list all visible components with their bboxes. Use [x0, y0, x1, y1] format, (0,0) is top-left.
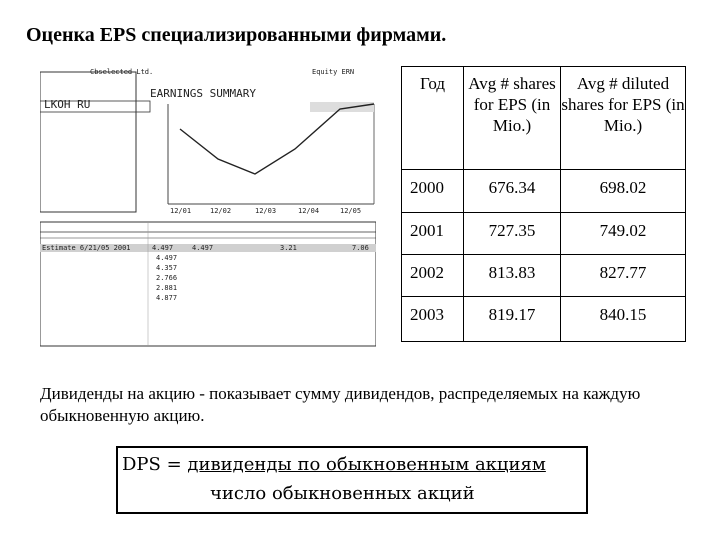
table-row: 2002 813.83 827.77	[401, 254, 686, 297]
cell-diluted: 698.02	[560, 169, 686, 213]
table-row: 2003 819.17 840.15	[401, 296, 686, 342]
screenshot-cell: 7.06	[352, 244, 369, 252]
cell-avg: 727.35	[463, 212, 561, 255]
table-row: 2001 727.35 749.02	[401, 212, 686, 255]
screenshot-subvalue: 4.357	[156, 264, 178, 272]
screenshot-cell: 3.21	[280, 244, 297, 252]
cell-year: 2002	[401, 254, 464, 297]
cell-avg: 819.17	[463, 296, 561, 342]
screenshot-heading: EARNINGS SUMMARY	[150, 87, 256, 100]
screenshot-subvalue: 4.877	[156, 294, 178, 302]
screenshot-header-left: Cbselected Ltd.	[90, 68, 154, 76]
cell-avg: 676.34	[463, 169, 561, 213]
slide-title: Оценка EPS специализированными фирмами.	[26, 24, 447, 46]
screenshot-row-label: Estimate 6/21/05 2001	[42, 244, 131, 252]
screenshot-cell: 4.497	[192, 244, 214, 252]
header-diluted-shares: Avg # diluted shares for EPS (in Mio.)	[560, 66, 686, 170]
screenshot-x-tick: 12/05	[340, 207, 362, 215]
formula-top-line: DPS = дивиденды по обыкновенным акциям	[122, 454, 546, 475]
screenshot-header-right: Equity ERN	[312, 68, 355, 76]
screenshot-x-tick: 12/04	[298, 207, 320, 215]
cell-year: 2003	[401, 296, 464, 342]
screenshot-x-tick: 12/02	[210, 207, 232, 215]
cell-diluted: 749.02	[560, 212, 686, 255]
formula-lhs: DPS =	[122, 454, 188, 475]
screenshot-x-tick: 12/01	[170, 207, 192, 215]
screenshot-x-tick: 12/03	[255, 207, 277, 215]
formula-numerator: дивиденды по обыкновенным акциям	[187, 454, 546, 475]
cell-avg: 813.83	[463, 254, 561, 297]
screenshot-subvalue: 2.766	[156, 274, 178, 282]
header-year: Год	[401, 66, 464, 170]
header-avg-shares: Avg # shares for EPS (in Mio.)	[463, 66, 561, 170]
cell-year: 2001	[401, 212, 464, 255]
cell-diluted: 840.15	[560, 296, 686, 342]
formula-denominator: число обыкновенных акций	[210, 483, 475, 504]
screenshot-cell: 4.497	[152, 244, 174, 252]
eps-shares-table: Год Avg # shares for EPS (in Mio.) Avg #…	[401, 66, 686, 342]
earnings-summary-screenshot: Cbselected Ltd. Equity ERN EARNINGS SUMM…	[40, 64, 376, 348]
table-header-row: Год Avg # shares for EPS (in Mio.) Avg #…	[401, 66, 686, 170]
screenshot-ticker: LKOH RU	[44, 98, 91, 111]
table-row: 2000 676.34 698.02	[401, 169, 686, 213]
dps-formula-box: DPS = дивиденды по обыкновенным акциям ч…	[116, 446, 588, 514]
screenshot-subvalue: 2.881	[156, 284, 178, 292]
cell-diluted: 827.77	[560, 254, 686, 297]
screenshot-subvalue: 4.497	[156, 254, 178, 262]
screenshot-graphics	[40, 71, 376, 347]
dps-description: Дивиденды на акцию - показывает сумму ди…	[40, 384, 641, 425]
cell-year: 2000	[401, 169, 464, 213]
